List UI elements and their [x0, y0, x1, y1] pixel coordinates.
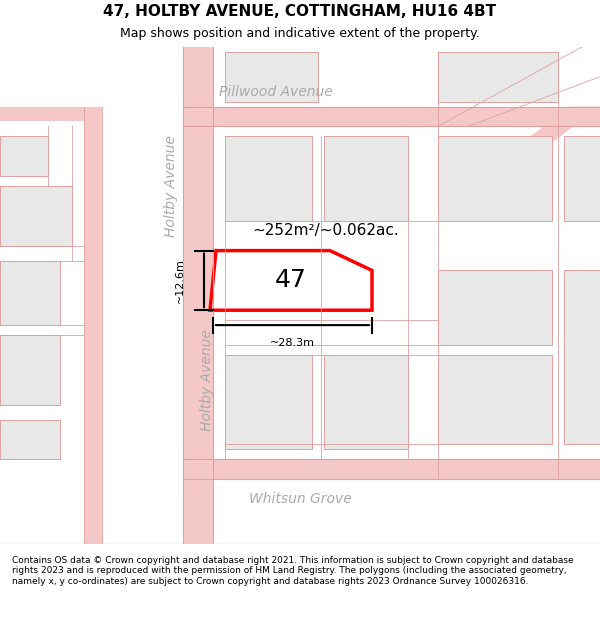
Polygon shape — [324, 136, 408, 221]
Polygon shape — [225, 52, 318, 101]
Polygon shape — [564, 271, 600, 444]
Polygon shape — [0, 261, 60, 325]
Polygon shape — [183, 459, 600, 479]
Polygon shape — [438, 52, 558, 101]
Polygon shape — [225, 136, 312, 221]
Text: Holtby Avenue: Holtby Avenue — [200, 329, 214, 431]
Text: Pillwood Avenue: Pillwood Avenue — [219, 84, 333, 99]
Polygon shape — [183, 106, 600, 126]
Text: Whitsun Grove: Whitsun Grove — [248, 492, 352, 506]
Polygon shape — [438, 136, 552, 221]
Polygon shape — [225, 52, 318, 101]
Polygon shape — [0, 186, 72, 246]
Polygon shape — [438, 106, 600, 206]
Text: 47: 47 — [275, 268, 307, 292]
Polygon shape — [438, 355, 552, 444]
Text: Contains OS data © Crown copyright and database right 2021. This information is : Contains OS data © Crown copyright and d… — [12, 556, 574, 586]
Polygon shape — [438, 271, 552, 345]
Polygon shape — [0, 419, 60, 459]
Polygon shape — [183, 47, 213, 544]
Polygon shape — [225, 355, 312, 449]
Text: Holtby Avenue: Holtby Avenue — [164, 135, 178, 237]
Polygon shape — [84, 106, 102, 544]
Polygon shape — [0, 106, 90, 121]
Text: Map shows position and indicative extent of the property.: Map shows position and indicative extent… — [120, 28, 480, 40]
Polygon shape — [0, 136, 48, 176]
Polygon shape — [324, 355, 408, 449]
Polygon shape — [0, 335, 60, 404]
Text: ~252m²/~0.062ac.: ~252m²/~0.062ac. — [252, 223, 399, 238]
Polygon shape — [210, 251, 372, 310]
Text: ~28.3m: ~28.3m — [270, 338, 315, 348]
Polygon shape — [564, 136, 600, 221]
Text: ~12.6m: ~12.6m — [175, 258, 185, 303]
Text: 47, HOLTBY AVENUE, COTTINGHAM, HU16 4BT: 47, HOLTBY AVENUE, COTTINGHAM, HU16 4BT — [103, 4, 497, 19]
